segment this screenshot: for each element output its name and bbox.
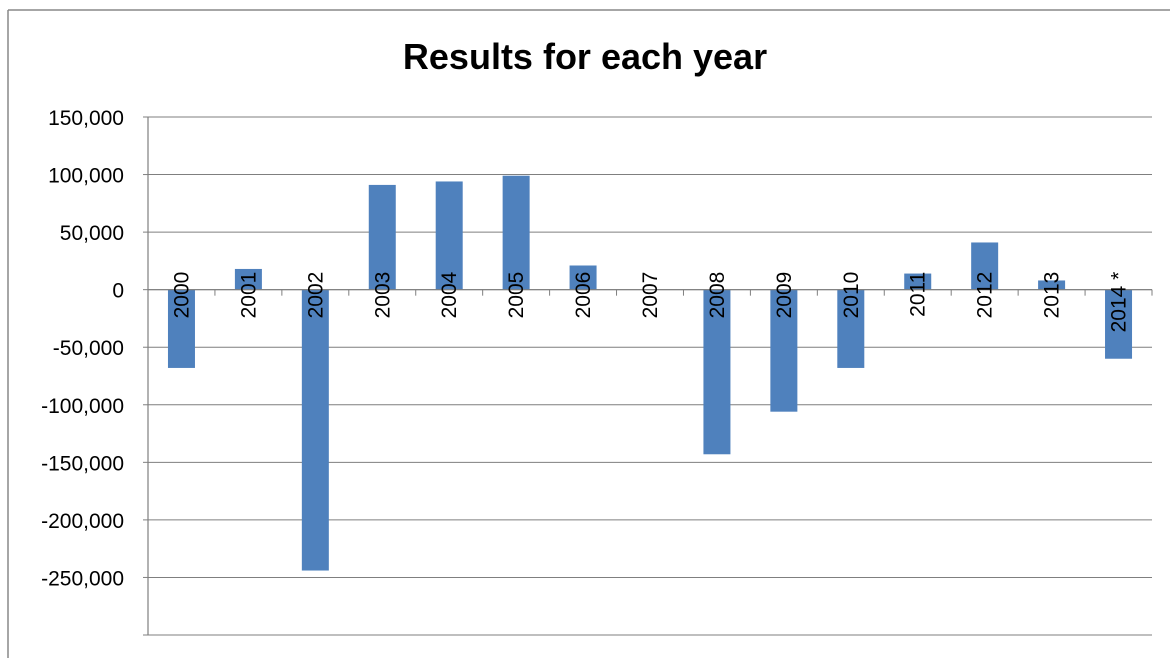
y-tick-label: -100,000: [41, 395, 124, 418]
category-label: 2007: [639, 272, 662, 319]
chart-border: [7, 9, 1170, 658]
category-label: 2012: [974, 272, 997, 319]
y-tick-label: -50,000: [53, 337, 124, 360]
category-label: 2013: [1041, 272, 1064, 319]
bar: [703, 289, 731, 455]
category-labels: 2000 2001 2002 2003 2004 2005 2006 2007 2008 2009…: [170, 271, 1130, 332]
y-tick-labels: 150,000 100,000 50,000 0 -50,000 -100,000 -150…: [41, 107, 124, 590]
category-label: 2000: [170, 272, 193, 319]
axes: [143, 116, 1153, 636]
y-tick-label: 100,000: [48, 165, 124, 188]
category-label: 2014 *: [1108, 272, 1131, 333]
bar: [301, 289, 329, 571]
y-tick-label: -250,000: [41, 567, 124, 590]
category-label: 2004: [438, 271, 461, 318]
y-tick-label: 0: [112, 280, 124, 303]
bar: [904, 273, 932, 290]
y-tick-label: 150,000: [48, 107, 124, 130]
bar: [1038, 280, 1066, 290]
bar: [770, 289, 798, 412]
category-label: 2009: [773, 272, 796, 319]
category-label: 2010: [840, 272, 863, 319]
gridlines: [148, 116, 1152, 636]
category-label: 2008: [706, 272, 729, 319]
category-label: 2005: [505, 272, 528, 319]
y-tick-label: -150,000: [41, 452, 124, 475]
bars: [167, 175, 1133, 571]
bar: [971, 242, 999, 290]
category-label: 2003: [371, 272, 394, 319]
bar: [234, 268, 262, 290]
bar: [502, 175, 530, 290]
bar: [368, 184, 396, 290]
category-label: 2001: [237, 272, 260, 319]
bar: [569, 265, 597, 290]
category-label: 2006: [572, 272, 595, 319]
category-label: 2011: [907, 272, 930, 317]
y-tick-label: -200,000: [41, 510, 124, 533]
bar: [1105, 289, 1133, 359]
y-tick-label: 50,000: [60, 222, 124, 245]
category-label: 2002: [304, 272, 327, 319]
chart-title: Results for each year: [402, 36, 768, 77]
bar: [435, 181, 463, 290]
bar: [837, 289, 865, 368]
bar: [167, 289, 195, 368]
